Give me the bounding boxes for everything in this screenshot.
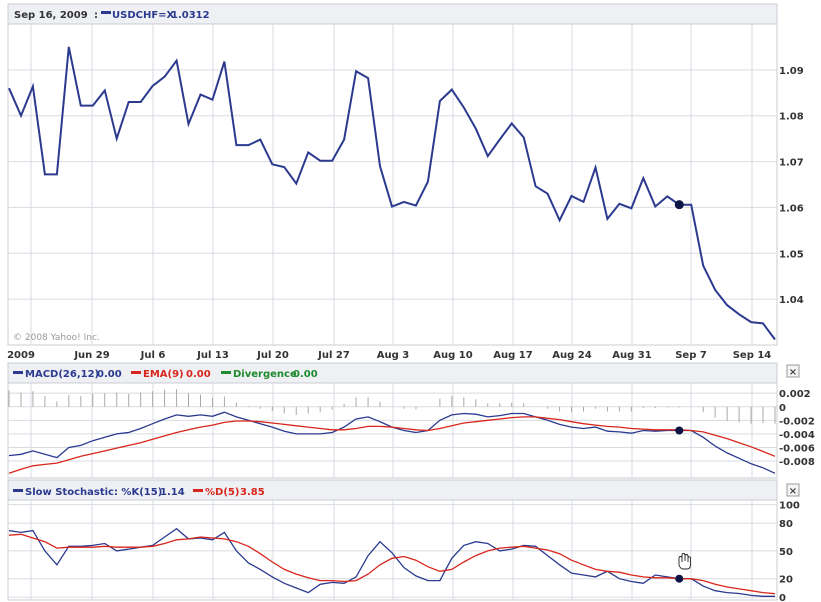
macd-legend-label: MACD(26,12): [25, 369, 99, 380]
macd-y-tick-label: -0.008: [779, 457, 815, 468]
price-y-tick-label: 1.04: [779, 295, 804, 306]
stoch-crosshair-marker: [675, 574, 684, 583]
x-tick-label: Sep 7: [675, 350, 707, 361]
divergence-legend-value: 0.00: [293, 369, 318, 380]
price-y-tick-label: 1.07: [779, 158, 804, 169]
x-tick-label: Aug 17: [493, 350, 532, 361]
macd-legend-swatch: [13, 371, 23, 374]
pctk-legend-swatch: [13, 489, 23, 492]
pctd-series-line: [8, 533, 776, 595]
macd-y-tick-label: -0.006: [779, 443, 815, 454]
macd-panel: MACD(26,12) 0.00 EMA(9) 0.00 Divergence …: [7, 362, 815, 479]
macd-y-tick-label: -0.002: [779, 416, 815, 427]
price-y-tick-label: 1.06: [779, 203, 804, 214]
stoch-y-tick-label: 0: [779, 593, 786, 602]
close-icon[interactable]: ×: [789, 486, 797, 497]
macd-y-tick-label: 0: [779, 403, 786, 414]
macd-y-axis: 0.002 0 -0.002 -0.004 -0.006 -0.008: [779, 389, 815, 468]
x-tick-label: Aug 10: [433, 350, 472, 361]
price-symbol-label: USDCHF=X: [112, 10, 175, 21]
price-y-tick-label: 1.08: [779, 112, 804, 123]
pctd-legend-label: %D(5): [205, 487, 239, 498]
pctd-legend-value: 3.85: [240, 487, 265, 498]
stoch-y-tick-label: 50: [779, 547, 793, 558]
x-tick-label: Aug 3: [377, 350, 409, 361]
price-y-tick-label: 1.05: [779, 249, 804, 260]
x-tick-label: Jun 29: [73, 350, 109, 361]
x-tick-label: Jul 6: [140, 350, 166, 361]
price-crosshair-marker: [674, 200, 684, 210]
ema-legend-label: EMA(9): [143, 369, 184, 380]
macd-close-button[interactable]: ×: [786, 364, 800, 378]
price-separator: :: [94, 10, 98, 21]
x-tick-label: Jul 27: [317, 350, 350, 361]
price-panel: Sep 16, 2009 : USDCHF=X 1.0312 1.091.081…: [7, 3, 804, 346]
price-legend-swatch: [101, 11, 111, 14]
price-symbol-value: 1.0312: [171, 10, 210, 21]
price-y-tick-label: 1.09: [779, 66, 804, 77]
x-tick-label: Jul 13: [196, 350, 229, 361]
pctk-legend-value: 1.14: [160, 487, 185, 498]
stoch-y-axis: 100 80 50 20 0: [779, 501, 800, 602]
stochastic-panel: Slow Stochastic: %K(15) 1.14 %D(5) 3.85 …: [7, 479, 800, 602]
divergence-legend-swatch: [221, 371, 231, 374]
macd-crosshair-marker: [675, 426, 684, 435]
pctd-legend-swatch: [193, 489, 203, 492]
stoch-grid: [8, 500, 777, 600]
macd-legend-value: 0.00: [97, 369, 122, 380]
pctk-legend-label: Slow Stochastic: %K(15): [25, 487, 162, 498]
stoch-y-tick-label: 80: [779, 519, 793, 530]
stoch-close-button[interactable]: ×: [786, 483, 800, 497]
stoch-y-tick-label: 20: [779, 575, 793, 586]
macd-y-tick-label: -0.004: [779, 430, 815, 441]
x-tick-label: Aug 31: [612, 350, 651, 361]
copyright-label: © 2008 Yahoo! Inc.: [13, 333, 100, 343]
price-series-line: [8, 46, 776, 341]
ema-series-line: [8, 416, 776, 474]
divergence-histogram: [8, 389, 776, 424]
x-tick-label: Sep 14: [733, 350, 772, 361]
macd-grid: [8, 383, 777, 478]
hand-cursor-icon: [678, 553, 691, 570]
macd-header-bg: [7, 362, 778, 384]
divergence-legend-label: Divergence: [233, 369, 297, 380]
x-tick-label: Jul 20: [256, 350, 289, 361]
x-axis: 2009 Jun 29 Jul 6 Jul 13 Jul 20 Jul 27 Aug 3 Au…: [7, 350, 771, 361]
x-tick-label: Aug 24: [552, 350, 591, 361]
price-date: Sep 16, 2009: [14, 10, 88, 21]
ema-legend-swatch: [131, 371, 141, 374]
stoch-y-tick-label: 100: [779, 501, 800, 512]
ema-legend-value: 0.00: [186, 369, 211, 380]
price-grid: [8, 24, 777, 345]
price-y-axis: 1.09 1.08 1.07 1.06 1.05 1.04: [779, 66, 804, 306]
macd-y-tick-label: 0.002: [779, 389, 811, 400]
x-tick-label: 2009: [7, 350, 35, 361]
close-icon[interactable]: ×: [789, 367, 797, 378]
